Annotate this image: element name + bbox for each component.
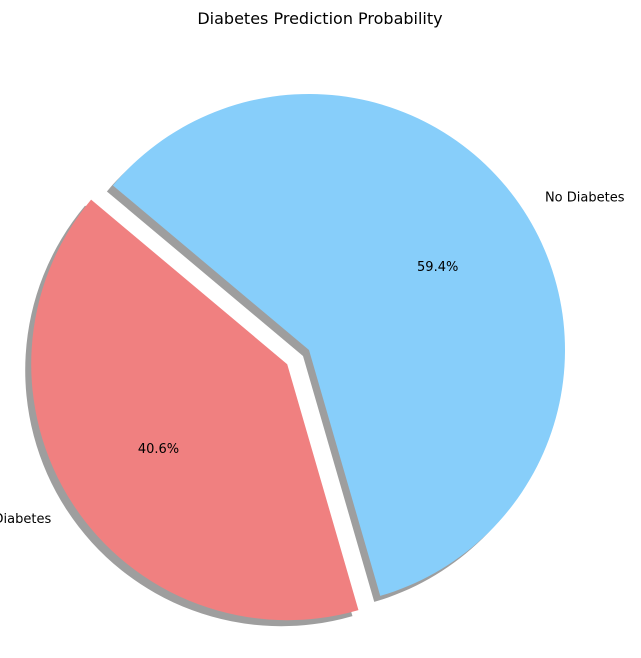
labels: Diabetes 40.6% No Diabetes 59.4% bbox=[0, 190, 625, 527]
slice-no-diabetes bbox=[112, 94, 565, 596]
slice-label-diabetes: Diabetes bbox=[0, 512, 51, 527]
slices bbox=[31, 94, 565, 621]
slice-percent-diabetes: 40.6% bbox=[138, 442, 179, 457]
slice-percent-no-diabetes: 59.4% bbox=[417, 260, 458, 275]
slice-label-no-diabetes: No Diabetes bbox=[545, 190, 625, 205]
slice-diabetes bbox=[31, 199, 359, 621]
chart-title: Diabetes Prediction Probability bbox=[197, 9, 442, 28]
